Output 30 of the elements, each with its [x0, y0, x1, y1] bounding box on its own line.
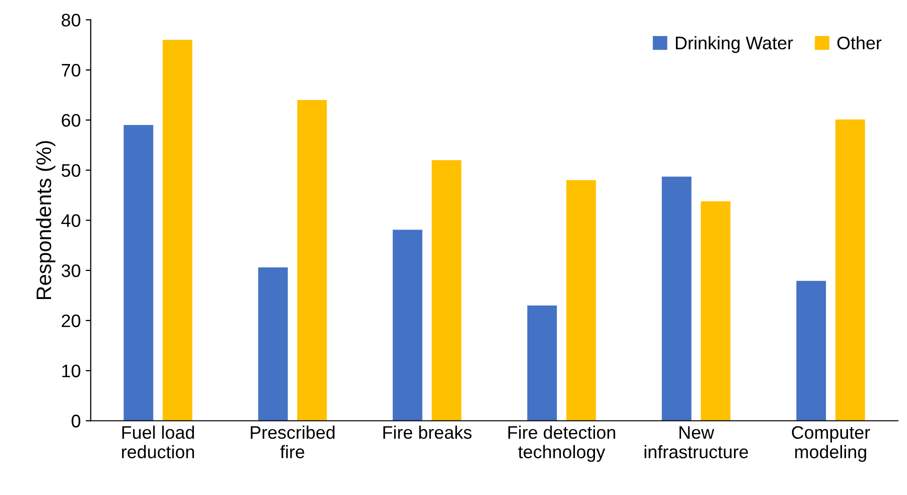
- bar: [835, 120, 865, 421]
- legend-label: Drinking Water: [676, 36, 793, 53]
- x-tick-label: Fire detection technology: [508, 426, 616, 462]
- bar: [162, 40, 192, 421]
- y-tick-label: 20: [62, 314, 80, 328]
- y-tick-label: 60: [62, 114, 80, 127]
- x-tick-label: Computer modeling: [792, 426, 870, 462]
- bar: [527, 305, 557, 421]
- y-tick-label: 70: [62, 64, 80, 77]
- y-tick-label: 40: [61, 214, 80, 227]
- y-tick-label: 80: [62, 14, 80, 27]
- bar: [258, 267, 288, 421]
- y-tick-label: 30: [62, 264, 80, 278]
- bar: [124, 125, 154, 421]
- x-tick-label: Prescribed fire: [250, 426, 334, 458]
- bar: [432, 160, 462, 421]
- legend-label: Other: [837, 36, 882, 50]
- bar: [700, 201, 730, 421]
- y-tick-label: 50: [62, 164, 80, 177]
- x-tick-label: Fire breaks: [383, 426, 472, 439]
- y-tick-label: 10: [62, 364, 80, 378]
- bar: [566, 180, 596, 421]
- x-tick-label: Fuel load reduction: [122, 426, 194, 458]
- bar: [662, 176, 692, 421]
- bar: [297, 100, 327, 421]
- x-tick-label: New infrastructure: [644, 426, 748, 458]
- y-axis-title: Respondents (%): [36, 141, 56, 300]
- y-tick-label: 0: [72, 414, 80, 428]
- bar: [392, 230, 422, 421]
- bar: [796, 280, 826, 421]
